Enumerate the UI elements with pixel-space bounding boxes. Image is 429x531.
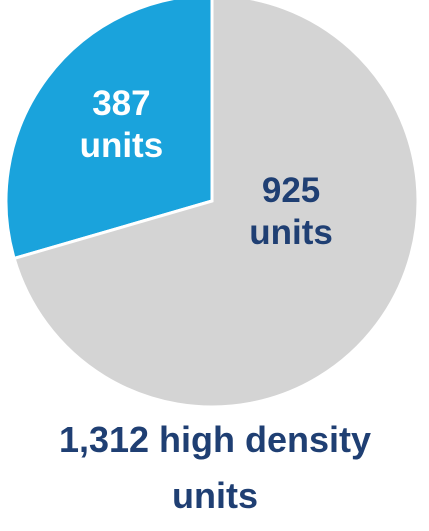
data-label: 925 units [249,171,333,253]
pie-slice [12,0,420,409]
chart-title: 1,312 high density units [58,419,372,516]
pie-slice [4,0,214,261]
data-label: 387 units [79,83,164,165]
